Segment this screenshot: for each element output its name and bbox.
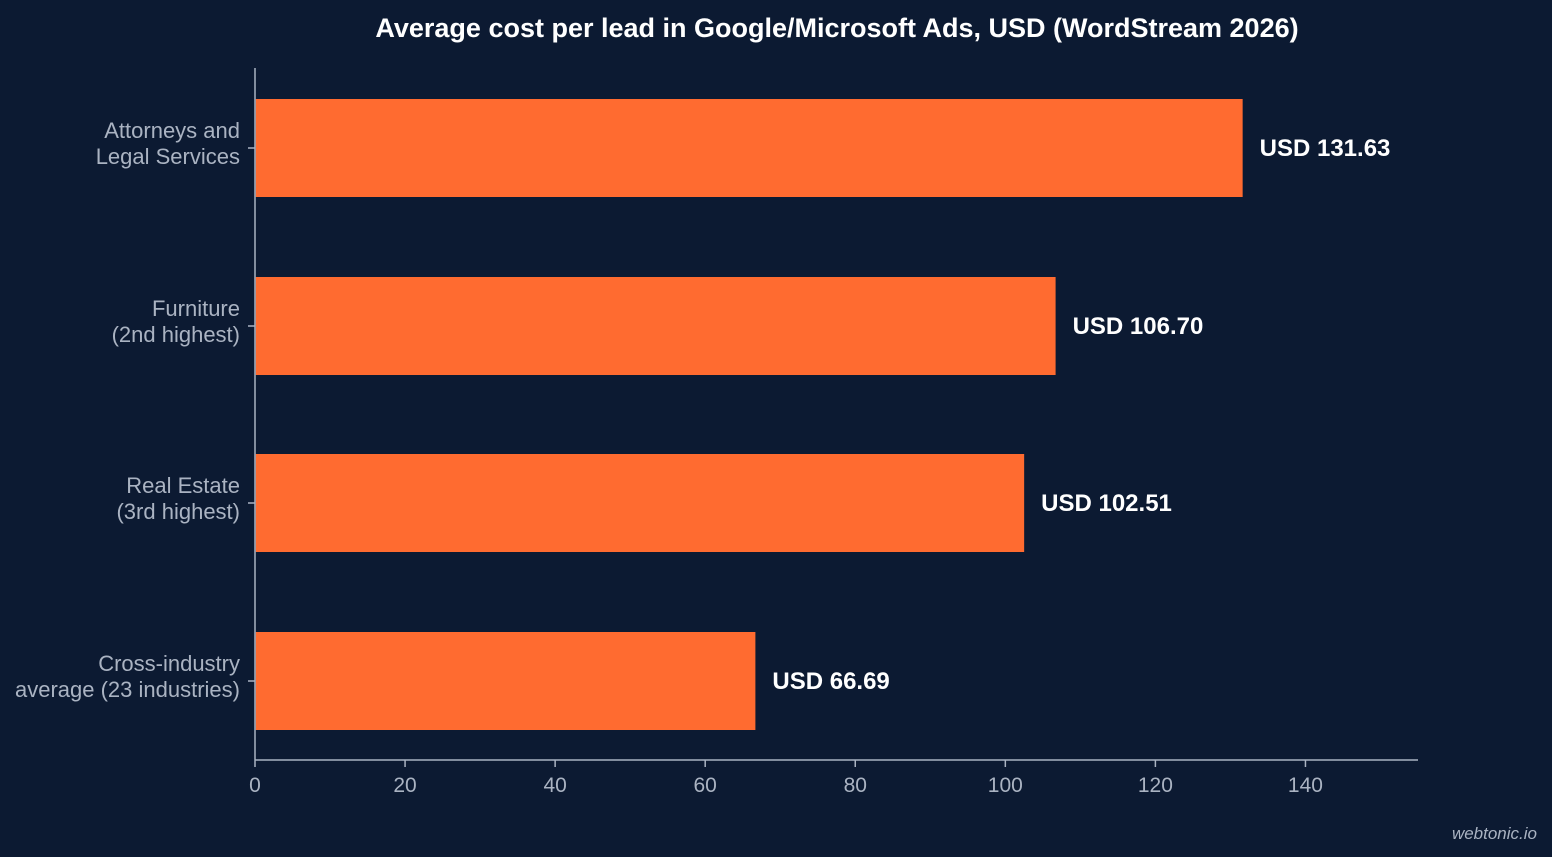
bar-1 bbox=[255, 277, 1056, 375]
x-tick-label-4: 80 bbox=[844, 774, 867, 797]
bar-2 bbox=[255, 454, 1025, 552]
x-tick-label-6: 120 bbox=[1138, 774, 1173, 797]
category-label-2: Real Estate (3rd highest) bbox=[116, 473, 240, 524]
category-label-1: Furniture (2nd highest) bbox=[112, 296, 240, 347]
value-label-3: USD 66.69 bbox=[772, 668, 889, 695]
bar-0 bbox=[255, 99, 1243, 197]
category-label-line: average (23 industries) bbox=[15, 677, 240, 702]
axis-layer: Attorneys and Legal Services Furniture (2nd… bbox=[15, 68, 1418, 797]
value-label-1: USD 106.70 bbox=[1073, 313, 1204, 340]
chart-title: Average cost per lead in Google/Microsof… bbox=[375, 13, 1298, 43]
category-label-line: (2nd highest) bbox=[112, 322, 240, 347]
category-label-line: Real Estate bbox=[126, 473, 240, 498]
category-label-0: Attorneys and Legal Services bbox=[96, 118, 240, 169]
value-label-0: USD 131.63 bbox=[1260, 135, 1391, 162]
category-label-line: Cross-industry bbox=[98, 651, 240, 676]
category-label-line: Furniture bbox=[152, 296, 240, 321]
x-tick-label-3: 60 bbox=[694, 774, 717, 797]
value-label-2: USD 102.51 bbox=[1041, 490, 1172, 517]
bar-3 bbox=[255, 632, 756, 730]
category-label-3: Cross-industry average (23 industries) bbox=[15, 651, 240, 702]
bars-layer: USD 131.63 USD 106.70 USD 102.51 USD 66.69 bbox=[255, 99, 1391, 730]
x-tick-label-5: 100 bbox=[988, 774, 1023, 797]
category-label-line: Legal Services bbox=[96, 144, 240, 169]
x-tick-label-2: 40 bbox=[543, 774, 566, 797]
x-tick-label-7: 140 bbox=[1288, 774, 1323, 797]
category-label-line: Attorneys and bbox=[104, 118, 240, 143]
watermark: webtonic.io bbox=[1452, 824, 1537, 843]
x-tick-label-0: 0 bbox=[249, 774, 261, 797]
x-tick-label-1: 20 bbox=[393, 774, 416, 797]
category-label-line: (3rd highest) bbox=[116, 499, 240, 524]
